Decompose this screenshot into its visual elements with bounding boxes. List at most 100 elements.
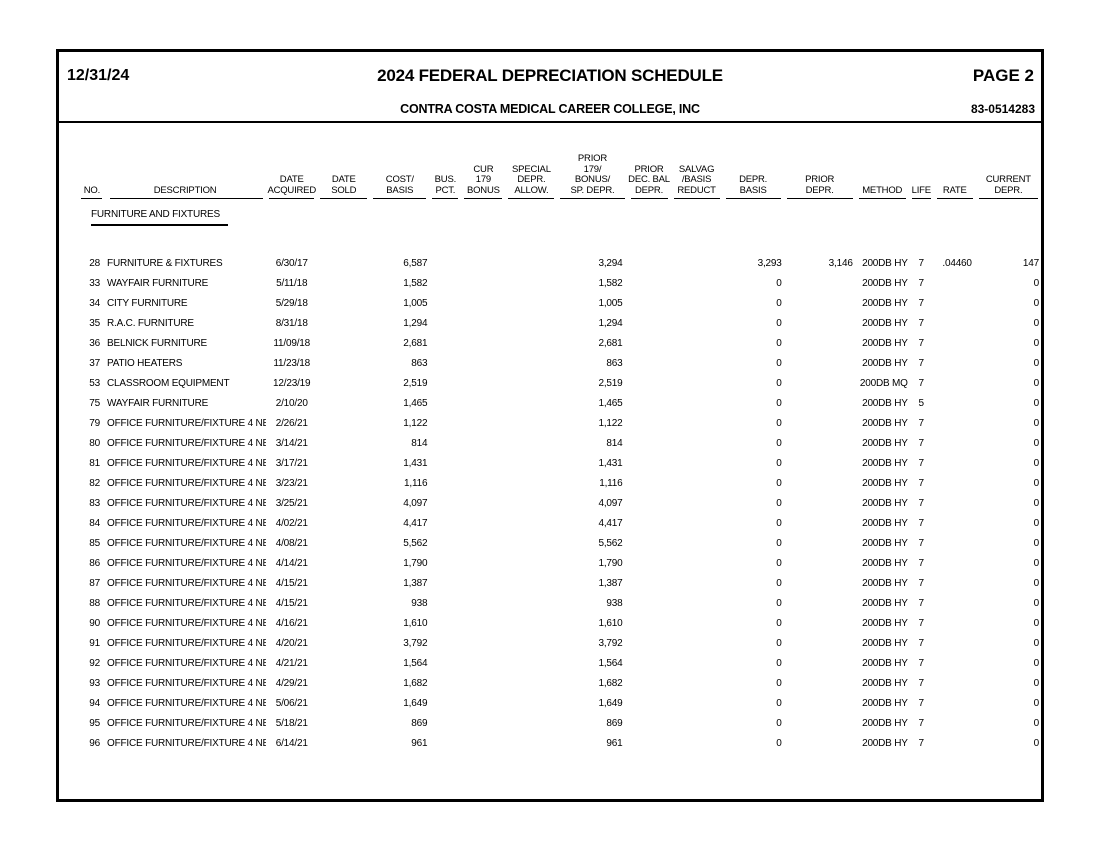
cell-rate	[934, 313, 976, 333]
cell-salvag-basis-reduct	[671, 313, 723, 333]
cell-prior-depr	[784, 473, 856, 493]
cell-cur-179-bonus	[461, 413, 505, 433]
section-underline	[91, 224, 228, 226]
cell-life: 7	[918, 337, 925, 349]
cell-date-sold	[317, 673, 370, 693]
table-row: 75 WAYFAIR FURNITURE 2/10/20 1,465 1,465 0 200…	[59, 393, 1041, 413]
cell-date-acquired: 4/02/21	[275, 517, 308, 529]
cell-depr-basis: 0	[776, 377, 782, 389]
cell-method: 200DB HY	[862, 317, 908, 329]
cell-prior-depr	[784, 353, 856, 373]
col-header-no: NO.	[59, 123, 104, 199]
cell-salvag-basis-reduct	[671, 693, 723, 713]
cell-prior-dec-bal-depr	[628, 733, 671, 753]
cell-prior-depr	[784, 553, 856, 573]
cell-description: OFFICE FURNITURE/FIXTURE 4 NE	[107, 657, 267, 669]
cell-date-acquired: 4/21/21	[275, 657, 308, 669]
cell-salvag-basis-reduct	[671, 533, 723, 553]
cell-date-sold	[317, 313, 370, 333]
cell-prior-dec-bal-depr	[628, 493, 671, 513]
cell-prior-179-bonus-sp-depr: 1,649	[598, 697, 623, 709]
cell-bus-pct	[429, 393, 461, 413]
cell-cur-179-bonus	[461, 353, 505, 373]
cell-method: 200DB HY	[862, 697, 908, 709]
cell-salvag-basis-reduct	[671, 733, 723, 753]
cell-prior-dec-bal-depr	[628, 533, 671, 553]
cell-no: 90	[89, 617, 101, 629]
cell-rate	[934, 713, 976, 733]
cell-cost-basis: 961	[411, 737, 428, 749]
col-header-prior-dec-bal-depr: PRIOR DEC. BAL DEPR.	[628, 123, 671, 199]
cell-prior-dec-bal-depr	[628, 693, 671, 713]
cell-description: OFFICE FURNITURE/FIXTURE 4 NE	[107, 497, 267, 509]
cell-prior-dec-bal-depr	[628, 673, 671, 693]
cell-prior-depr	[784, 373, 856, 393]
cell-no: 53	[89, 377, 101, 389]
cell-cur-179-bonus	[461, 633, 505, 653]
cell-current-depr: 0	[1033, 517, 1040, 529]
cell-date-acquired: 3/25/21	[275, 497, 308, 509]
cell-description: OFFICE FURNITURE/FIXTURE 4 NE	[107, 737, 267, 749]
cell-prior-dec-bal-depr	[628, 333, 671, 353]
depreciation-table: NO. DESCRIPTION DATE ACQUIRED DATE SOLD …	[59, 123, 1041, 753]
cell-cur-179-bonus	[461, 333, 505, 353]
cell-date-acquired: 4/29/21	[275, 677, 308, 689]
cell-date-sold	[317, 613, 370, 633]
cell-no: 82	[89, 477, 101, 489]
cell-description: OFFICE FURNITURE/FIXTURE 4 NE	[107, 557, 267, 569]
cell-bus-pct	[429, 573, 461, 593]
cell-depr-basis: 0	[776, 337, 782, 349]
cell-rate	[934, 673, 976, 693]
company-ein: 83-0514283	[970, 102, 1035, 116]
cell-cost-basis: 6,587	[403, 257, 428, 269]
cell-cost-basis: 869	[411, 717, 428, 729]
cell-method: 200DB HY	[862, 417, 908, 429]
cell-date-acquired: 4/14/21	[275, 557, 308, 569]
cell-cost-basis: 2,519	[403, 377, 428, 389]
cell-bus-pct	[429, 533, 461, 553]
cell-salvag-basis-reduct	[671, 333, 723, 353]
cell-life: 7	[918, 537, 925, 549]
cell-rate	[934, 493, 976, 513]
table-row: 96 OFFICE FURNITURE/FIXTURE 4 NE 6/14/21 96…	[59, 733, 1041, 753]
cell-cost-basis: 1,610	[403, 617, 428, 629]
cell-salvag-basis-reduct	[671, 433, 723, 453]
cell-bus-pct	[429, 353, 461, 373]
cell-special-depr-allow	[505, 353, 557, 373]
cell-method: 200DB HY	[862, 557, 908, 569]
report-date: 12/31/24	[67, 67, 130, 84]
cell-cost-basis: 938	[411, 597, 428, 609]
cell-salvag-basis-reduct	[671, 293, 723, 313]
cell-method: 200DB HY	[862, 637, 908, 649]
cell-method: 200DB HY	[862, 517, 908, 529]
cell-prior-dec-bal-depr	[628, 653, 671, 673]
cell-prior-dec-bal-depr	[628, 613, 671, 633]
cell-prior-dec-bal-depr	[628, 273, 671, 293]
cell-bus-pct	[429, 553, 461, 573]
cell-cost-basis: 3,792	[403, 637, 428, 649]
table-row: 88 OFFICE FURNITURE/FIXTURE 4 NE 4/15/21 93…	[59, 593, 1041, 613]
cell-special-depr-allow	[505, 513, 557, 533]
cell-bus-pct	[429, 613, 461, 633]
cell-no: 95	[89, 717, 101, 729]
cell-current-depr: 0	[1033, 537, 1040, 549]
cell-special-depr-allow	[505, 333, 557, 353]
cell-rate	[934, 593, 976, 613]
cell-description: OFFICE FURNITURE/FIXTURE 4 NE	[107, 717, 267, 729]
cell-prior-179-bonus-sp-depr: 814	[606, 437, 623, 449]
cell-prior-dec-bal-depr	[628, 633, 671, 653]
cell-description: WAYFAIR FURNITURE	[107, 397, 209, 409]
cell-cur-179-bonus	[461, 713, 505, 733]
cell-current-depr: 0	[1033, 577, 1040, 589]
cell-prior-dec-bal-depr	[628, 413, 671, 433]
cell-prior-179-bonus-sp-depr: 1,387	[598, 577, 623, 589]
cell-cost-basis: 1,122	[403, 417, 428, 429]
cell-current-depr: 0	[1033, 657, 1040, 669]
cell-salvag-basis-reduct	[671, 453, 723, 473]
cell-special-depr-allow	[505, 633, 557, 653]
cell-prior-179-bonus-sp-depr: 1,564	[598, 657, 623, 669]
cell-cost-basis: 1,294	[403, 317, 428, 329]
cell-description: PATIO HEATERS	[107, 357, 183, 369]
cell-no: 83	[89, 497, 101, 509]
cell-life: 7	[918, 617, 925, 629]
